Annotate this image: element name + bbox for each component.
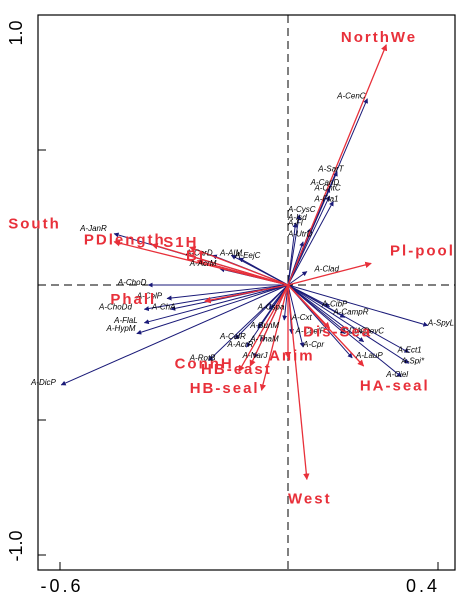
species-arrow-a-ciel: [287, 284, 402, 378]
species-label: A-AcrM: [189, 259, 217, 268]
y-tick-label-top: 1.0: [6, 20, 26, 45]
environment-label: Phall: [110, 291, 156, 308]
env-arrow-connh: [249, 284, 289, 367]
environment-arrows: [113, 44, 388, 481]
x-axis-ticks: -0.6 0.4: [40, 562, 440, 596]
env-arrow-pdlength: [151, 243, 289, 286]
species-label: A-EejC: [234, 251, 261, 260]
species-label: A-ChoDd: [98, 302, 132, 311]
env-arrow-northwe: [287, 44, 388, 286]
species-label: A-CcelP: [295, 327, 326, 336]
species-label: A-Cxt: [291, 313, 313, 322]
species-arrow-a-eejc: [238, 257, 289, 286]
environment-label: HB-seal: [190, 380, 260, 397]
y-tick-label-bottom: -1.0: [6, 530, 26, 561]
env-arrow-s1h: [189, 246, 289, 286]
environment-label: HA-seal: [360, 377, 430, 394]
species-label: A-SpyL: [427, 319, 454, 328]
x-tick-label-left: -0.6: [40, 576, 83, 596]
species-label: A-BunM: [249, 321, 279, 330]
environment-label: S1H: [163, 234, 198, 251]
species-label: A-AcrR: [227, 340, 254, 349]
species-label: A-Isd: [287, 213, 307, 222]
species-arrow-a-spyl: [287, 284, 429, 327]
species-arrow-a-devc: [287, 284, 365, 343]
species-label: A-NarJ: [242, 351, 269, 360]
species-arrow-a-cspa: [268, 284, 289, 310]
species-label: A-DicP: [30, 378, 57, 387]
species-label: A-RotB: [189, 354, 216, 363]
environment-label: Bt: [186, 248, 206, 265]
species-arrow-a-dicp: [60, 284, 289, 386]
species-label: A-CysC: [287, 205, 316, 214]
environment-label: West: [288, 491, 332, 508]
species-label: A-Cspa: [257, 302, 285, 311]
species-arrow-a-flal: [143, 284, 289, 325]
species-label: A-CenC: [336, 92, 366, 101]
species-arrow-a-spi: [287, 284, 410, 364]
env-arrow-pl-pool: [287, 261, 372, 286]
species-arrow-a-isd: [287, 222, 298, 286]
species-label: A-DivCs: [340, 327, 370, 336]
species-label: A-FlaL: [113, 316, 138, 325]
env-arrow-bt: [196, 259, 289, 286]
species-label: A-DevC: [355, 327, 384, 336]
species-label: A-Cpr: [302, 340, 324, 349]
species-arrow-a-calr: [234, 284, 289, 340]
environment-label: Pl-pool: [390, 242, 455, 259]
species-arrow-a-cepr: [287, 284, 305, 348]
environment-label: South: [8, 215, 61, 232]
species-label: A-Spi*: [400, 356, 425, 365]
env-arrow-hb-east: [238, 284, 289, 372]
environment-label: Anim: [269, 348, 315, 365]
x-tick-label-right: 0.4: [406, 576, 440, 596]
species-label: A-Ect1: [397, 346, 422, 355]
species-arrow-a-clad: [287, 271, 308, 286]
environment-label: ConnH: [175, 356, 234, 373]
environment-label: Dis-Sea: [303, 323, 372, 340]
species-arrow-a-cntc: [287, 195, 331, 286]
species-arrow-a-celp: [166, 284, 289, 301]
env-arrow-hb-seal: [259, 284, 289, 391]
species-label: A-ThaM: [249, 335, 279, 344]
environment-label: HB-east: [201, 361, 272, 378]
species-label: A-CibP: [321, 300, 348, 309]
env-arrow-ha-seal: [287, 284, 365, 367]
environment-label: NorthWe: [341, 29, 417, 46]
species-label: A-ChoD: [117, 278, 147, 287]
env-arrow-phall: [204, 284, 289, 304]
species-label: A-LauP: [355, 351, 383, 360]
species-label: A-Fl: [287, 219, 303, 228]
species-label: A-HypM: [106, 324, 136, 333]
species-label: A-Clad: [313, 265, 339, 274]
species-label: A-UtrD: [287, 229, 313, 238]
species-label: A-ChA: [151, 302, 176, 311]
species-arrow-a-rotb: [208, 284, 289, 361]
environment-label: PDlength: [84, 232, 166, 249]
species-label: A-Ciel: [385, 370, 408, 379]
y-axis-ticks: 1.0 -1.0: [6, 14, 46, 562]
species-arrow-a-ect1: [287, 284, 410, 353]
species-label: A-CelP: [136, 292, 163, 301]
species-arrow-a-fta1: [287, 200, 334, 286]
species-label: A-CalR: [219, 332, 246, 341]
species-label: A-AIM: [219, 248, 243, 257]
species-label: A-CampR: [332, 308, 368, 317]
species-label: A-SarT: [317, 165, 344, 174]
species-arrow-a-hypm: [136, 284, 289, 335]
env-arrow-west: [287, 284, 310, 481]
species-label: A-CntC: [313, 184, 340, 193]
species-label: A-CanD: [310, 178, 340, 187]
species-label: A-JanR: [79, 224, 107, 233]
species-label: A-Fta1: [313, 194, 338, 203]
species-label: A-CarD: [185, 248, 213, 257]
